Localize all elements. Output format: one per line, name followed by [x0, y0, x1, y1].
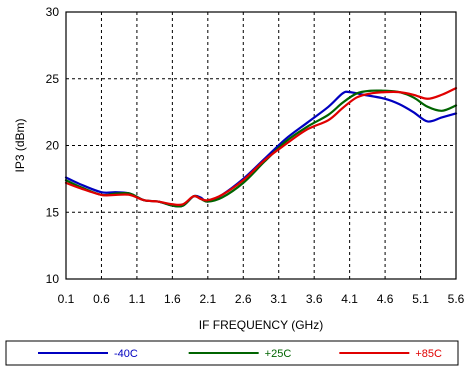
x-tick-label: 1.1 — [129, 292, 146, 306]
grid — [66, 12, 456, 279]
y-tick-label: 15 — [46, 205, 60, 219]
series-line-1 — [64, 89, 458, 208]
x-tick-label: 1.6 — [164, 292, 181, 306]
x-tick-label: 3.6 — [306, 292, 323, 306]
x-tick-labels: 0.1 0.6 1.1 1.6 2.1 2.6 3.1 3.6 4.1 4.6 5.1 5.6 — [58, 292, 465, 306]
x-tick-label: 5.1 — [412, 292, 429, 306]
legend-label: -40C — [114, 348, 138, 360]
legend-label: +25C — [265, 348, 292, 360]
x-tick-label: 2.6 — [235, 292, 252, 306]
x-tick-label: 0.1 — [58, 292, 75, 306]
legend-items: -40C +25C +85C — [38, 348, 442, 360]
series-line-0 — [64, 90, 458, 208]
y-tick-label: 20 — [46, 139, 60, 153]
x-tick-label: 3.1 — [270, 292, 287, 306]
y-tick-labels: 10 15 20 25 30 — [46, 5, 60, 286]
y-tick-label: 25 — [46, 72, 60, 86]
x-tick-label: 4.1 — [341, 292, 358, 306]
series-lines — [64, 86, 458, 208]
y-axis-title: IP3 (dBm) — [13, 118, 27, 172]
legend-label: +85C — [415, 348, 442, 360]
y-tick-label: 30 — [46, 5, 60, 19]
x-tick-label: 5.6 — [448, 292, 465, 306]
x-tick-label: 2.1 — [199, 292, 216, 306]
x-axis-title: IF FREQUENCY (GHz) — [199, 318, 323, 332]
y-tick-label: 10 — [46, 272, 60, 286]
plot-frame — [65, 11, 457, 280]
legend: -40C +25C +85C — [5, 340, 459, 366]
legend-box — [5, 340, 459, 366]
series-line-2 — [64, 86, 458, 207]
x-tick-label: 0.6 — [93, 292, 110, 306]
x-tick-label: 4.6 — [377, 292, 394, 306]
